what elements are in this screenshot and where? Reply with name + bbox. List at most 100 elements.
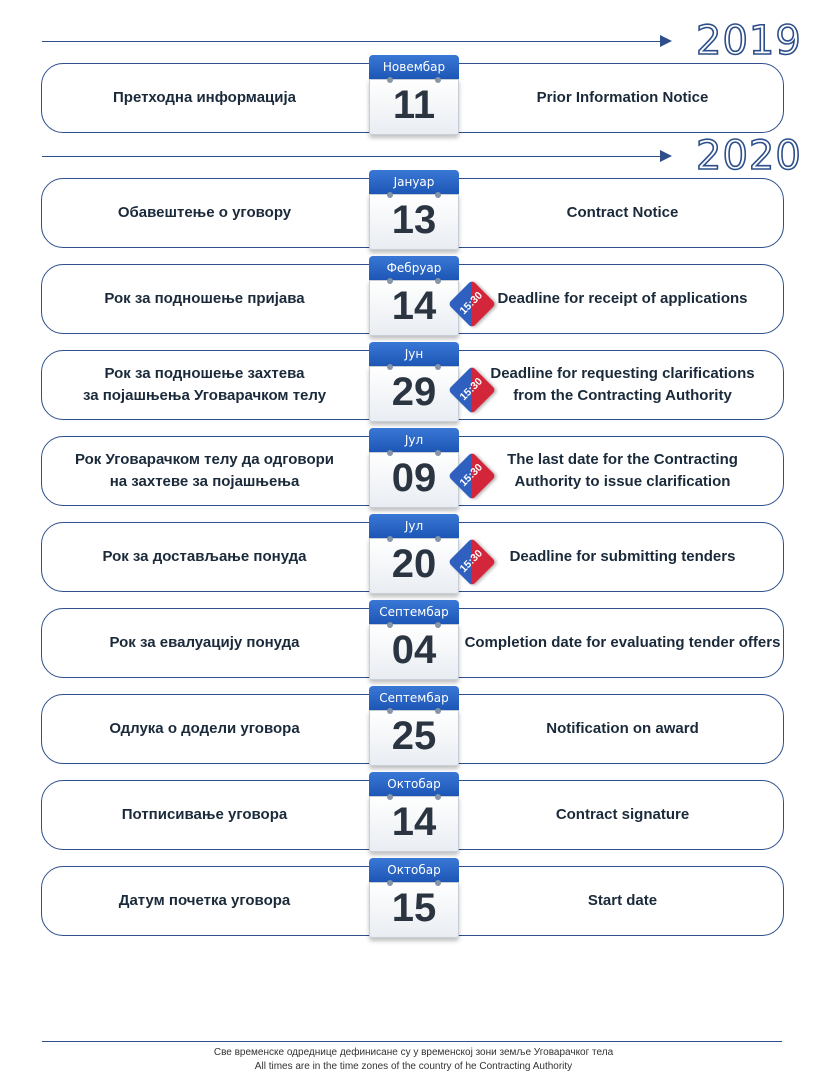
event-label-sr: Одлука о додели уговора xyxy=(109,719,300,737)
calendar-day: 13 xyxy=(391,198,437,242)
calendar-day: 14 xyxy=(391,284,437,328)
timeline-line xyxy=(42,41,662,42)
calendar-day: 15 xyxy=(391,886,437,930)
calendar-month: Октобар xyxy=(369,772,459,796)
calendar-month: Фебруар xyxy=(369,256,459,280)
event-label-sr: Рок за евалуацију понуда xyxy=(109,633,300,651)
event-label-sr: Датум почетка уговора xyxy=(118,891,291,909)
event-label-sr: Рок за подношење пријава xyxy=(104,289,305,307)
calendar-ring xyxy=(387,622,393,628)
calendar-ring xyxy=(435,278,441,284)
timeline-event: Претходна информација Prior Information N… xyxy=(41,55,784,135)
calendar-page xyxy=(369,452,459,508)
calendar-ring xyxy=(435,450,441,456)
event-label-sr: Обавештење о уговору xyxy=(117,203,292,221)
event-label-sr: Потписивање уговора xyxy=(121,805,288,823)
calendar-page xyxy=(369,710,459,766)
calendar-ring xyxy=(387,708,393,714)
calendar-icon: Јануар 13 xyxy=(369,170,459,250)
calendar-month: Новембар xyxy=(369,55,459,79)
calendar-page xyxy=(369,538,459,594)
calendar-ring xyxy=(435,77,441,83)
calendar-ring xyxy=(435,192,441,198)
calendar-icon: Септембар 04 xyxy=(369,600,459,680)
calendar-month: Септембар xyxy=(369,686,459,710)
time-tag-label: 15:30 xyxy=(457,289,486,318)
event-label-en: Start date xyxy=(587,891,658,909)
calendar-ring xyxy=(387,192,393,198)
calendar-ring xyxy=(387,364,393,370)
calendar-ring xyxy=(387,880,393,886)
calendar-day: 09 xyxy=(391,456,437,500)
calendar-ring xyxy=(387,77,393,83)
timeline-event: Датум почетка уговора Start date Октобар 15 xyxy=(41,858,784,938)
event-label-sr: Рок за подношење захтева за појашњења Уго… xyxy=(82,364,327,404)
calendar-icon: Септембар 25 xyxy=(369,686,459,766)
calendar-ring xyxy=(435,364,441,370)
event-label-en: Completion date for evaluating tender of… xyxy=(464,633,781,651)
event-label-en: The last date for the Contracting Authori… xyxy=(507,450,738,490)
calendar-ring xyxy=(387,536,393,542)
arrow-right-icon xyxy=(660,150,672,162)
event-label-en: Deadline for receipt of applications xyxy=(497,289,748,307)
event-label-sr: Рок за достављање понуда xyxy=(102,547,307,565)
calendar-month: Октобар xyxy=(369,858,459,882)
calendar-day: 25 xyxy=(391,714,437,758)
calendar-ring xyxy=(435,880,441,886)
calendar-ring xyxy=(387,278,393,284)
calendar-ring xyxy=(435,708,441,714)
event-label-sr: Претходна информација xyxy=(113,88,296,106)
calendar-month: Септембар xyxy=(369,600,459,624)
year-marker-2019: 2019 xyxy=(0,18,827,64)
calendar-day: 20 xyxy=(391,542,437,586)
calendar-icon: Октобар 14 xyxy=(369,772,459,852)
calendar-month: Јун xyxy=(369,342,459,366)
calendar-ring xyxy=(435,794,441,800)
calendar-icon: Фебруар 14 xyxy=(369,256,459,336)
year-label: 2019 xyxy=(695,18,802,64)
timeline-event: Одлука о додели уговора Notification on a… xyxy=(41,686,784,766)
time-tag-label: 15:30 xyxy=(457,461,486,490)
calendar-day: 11 xyxy=(392,83,436,127)
calendar-month: Јул xyxy=(369,514,459,538)
calendar-icon: Октобар 15 xyxy=(369,858,459,938)
timeline-event: Рок Уговарачком телу да одговори на захте… xyxy=(41,428,784,508)
calendar-page xyxy=(369,79,459,135)
calendar-page xyxy=(369,796,459,852)
calendar-ring xyxy=(435,622,441,628)
calendar-icon: Новембар 11 xyxy=(369,55,459,135)
time-tag-label: 15:30 xyxy=(457,375,486,404)
calendar-month: Јануар xyxy=(369,170,459,194)
calendar-page xyxy=(369,624,459,680)
event-label-en: Contract signature xyxy=(555,805,690,823)
timeline-event: Рок за евалуацију понуда Completion date … xyxy=(41,600,784,680)
calendar-page xyxy=(369,366,459,422)
calendar-icon: Јул 20 xyxy=(369,514,459,594)
footer-note-sr: Све временске одреднице дефинисане су у … xyxy=(213,1047,614,1058)
event-label-en: Prior Information Notice xyxy=(536,88,709,106)
calendar-page xyxy=(369,194,459,250)
calendar-icon: Јун 29 xyxy=(369,342,459,422)
footer-divider xyxy=(42,1041,782,1042)
arrow-right-icon xyxy=(660,35,672,47)
time-tag-label: 15:30 xyxy=(457,547,486,576)
calendar-ring xyxy=(387,450,393,456)
timeline-line xyxy=(42,156,662,157)
year-marker-2020: 2020 xyxy=(0,133,827,179)
event-label-en: Contract Notice xyxy=(566,203,679,221)
year-label: 2020 xyxy=(695,133,802,179)
calendar-day: 14 xyxy=(391,800,437,844)
event-label-sr: Рок Уговарачком телу да одговори на захте… xyxy=(74,450,334,490)
calendar-page xyxy=(369,280,459,336)
calendar-ring xyxy=(435,536,441,542)
calendar-ring xyxy=(387,794,393,800)
timeline-event: Обавештење о уговору Contract Notice Јануа… xyxy=(41,170,784,250)
calendar-day: 04 xyxy=(391,628,437,672)
event-label-en: Deadline for requesting clarifications fr… xyxy=(490,364,755,404)
footer-note-en: All times are in the time zones of the c… xyxy=(254,1061,573,1072)
event-label-en: Notification on award xyxy=(546,719,699,737)
timeline-event: Рок за подношење захтева за појашњења Уго… xyxy=(41,342,784,422)
calendar-month: Јул xyxy=(369,428,459,452)
calendar-icon: Јул 09 xyxy=(369,428,459,508)
event-label-en: Deadline for submitting tenders xyxy=(509,547,736,565)
